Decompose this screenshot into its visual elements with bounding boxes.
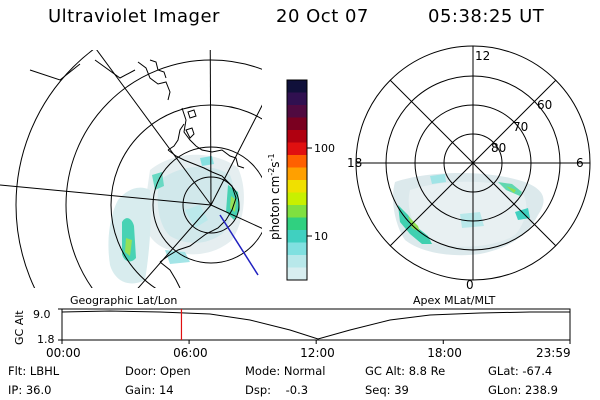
geo-map-caption: Geographic Lat/Lon [70,294,177,307]
apex-lat-80-label: 80 [491,141,506,155]
altitude-plot: 9.0 1.8 GC Alt 00:00 06:00 12:00 18:00 23:59 [13,308,571,360]
instrument-title: Ultraviolet Imager [48,6,220,27]
apex-map: 12 18 6 0 60 70 80 [347,45,591,292]
colorbar-swatch [287,167,307,181]
observation-time: 05:38:25 UT [428,6,545,27]
geo-meridians [0,50,262,288]
apex-mlt-0-label: 0 [466,278,474,292]
apex-lat-70-label: 70 [513,120,528,134]
apex-mlt-6-label: 6 [576,156,584,170]
observation-date: 20 Oct 07 [276,6,369,27]
colorbar-swatch [287,105,307,118]
colorbar-tick-100: 100 [314,142,335,155]
altitude-x-tick-label: 18:00 [427,346,462,360]
apex-aurora-emission [393,173,544,256]
colorbar-swatch [287,142,307,156]
geographic-map [0,50,262,288]
geo-coastlines [29,59,245,288]
altitude-x-tick-label: 00:00 [46,346,81,360]
apex-lat-60-label: 60 [537,98,552,112]
colorbar-swatch [287,242,307,256]
colorbar-swatch [287,180,307,193]
colorbar-unit-label: photon cm-2s-1 [267,153,282,240]
status-door: Door: Open [125,364,191,378]
altitude-x-tick-label: 12:00 [300,346,335,360]
altitude-x-ticks: 00:00 06:00 12:00 18:00 23:59 [46,340,571,360]
colorbar-swatch [287,267,307,281]
colorbar-swatch [287,192,307,206]
colorbar-swatch [287,205,307,218]
colorbar-swatch [287,217,307,231]
altitude-x-tick-label: 06:00 [173,346,208,360]
apex-grid [355,45,591,281]
altitude-x-tick-label: 23:59 [536,346,571,360]
altitude-curve [61,310,570,340]
apex-mlt-18-label: 18 [347,156,362,170]
status-ip: IP: 36.0 [8,383,52,397]
colorbar-ticks [307,147,312,237]
altitude-y-min: 1.8 [37,333,55,346]
status-filter: Flt: LBHL [8,364,60,378]
status-gain: Gain: 14 [125,383,174,397]
colorbar-tick-10: 10 [314,230,328,243]
status-glon: GLon: 238.9 [488,383,558,397]
colorbar: 100 10 photon cm-2s-1 [267,79,335,281]
colorbar-swatch [287,255,307,268]
altitude-y-max: 9.0 [33,308,51,321]
colorbar-swatch [287,130,307,143]
status-dsp: Dsp: -0.3 [245,383,309,397]
apex-map-caption: Apex MLat/MLT [413,294,496,307]
satellite-track [219,214,259,276]
colorbar-scale [287,80,307,281]
colorbar-swatch [287,80,307,93]
colorbar-swatch [287,230,307,243]
colorbar-swatch [287,117,307,131]
status-gc-alt: GC Alt: 8.8 Re [365,364,446,378]
geo-aurora-emission [108,154,244,284]
apex-mlt-12-label: 12 [475,49,490,63]
colorbar-swatch [287,92,307,106]
status-seq: Seq: 39 [365,383,409,397]
colorbar-swatch [287,155,307,168]
status-mode: Mode: Normal [245,364,326,378]
status-glat: GLat: -67.4 [488,364,553,378]
altitude-ylabel: GC Alt [13,310,26,345]
